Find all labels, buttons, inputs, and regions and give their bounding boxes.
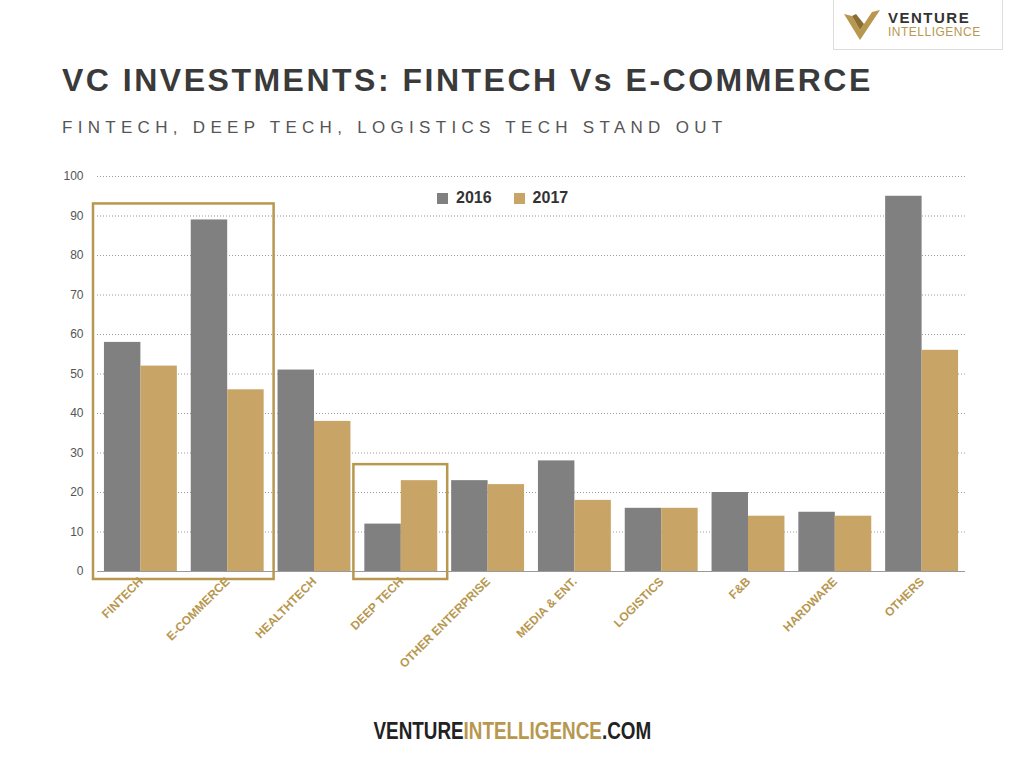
html-text:2016: 2016 [456, 189, 492, 206]
svg-text:OTHERS: OTHERS [882, 574, 927, 619]
svg-text:100: 100 [63, 169, 83, 183]
html-text:VC INVESTMENTS: FINTECH Vs E-C: VC INVESTMENTS: FINTECH Vs E-COMMERCE [62, 62, 873, 98]
svg-text:OTHER ENTERPRISE: OTHER ENTERPRISE [397, 574, 493, 670]
svg-text:DEEP TECH: DEEP TECH [348, 574, 406, 632]
svg-text:70: 70 [70, 288, 84, 302]
svg-text:80: 80 [70, 248, 84, 262]
svg-text:MEDIA & ENT.: MEDIA & ENT. [514, 574, 580, 640]
svg-text:40: 40 [70, 406, 84, 420]
svg-text:0: 0 [77, 564, 84, 578]
svg-text:50: 50 [70, 367, 84, 381]
svg-text:20: 20 [70, 485, 84, 499]
html-text:2017: 2017 [532, 189, 569, 206]
svg-text:90: 90 [70, 209, 84, 223]
html-text:INTELLIGENCE: INTELLIGENCE [888, 25, 981, 39]
svg-text:FINTECH: FINTECH [99, 574, 146, 621]
svg-text:F&B: F&B [726, 574, 754, 602]
svg-text:HARDWARE: HARDWARE [780, 574, 840, 634]
html-text:VENTURE: VENTURE [888, 9, 971, 26]
html-text:VENTURE INTELLIGENCE.COM: VENTURE INTELLIGENCE.COM [373, 718, 651, 744]
svg-text:LOGISTICS: LOGISTICS [611, 574, 667, 630]
svg-text:30: 30 [70, 446, 84, 460]
svg-text:HEALTHTECH: HEALTHTECH [253, 574, 320, 641]
svg-text:10: 10 [70, 525, 84, 539]
svg-text:60: 60 [70, 327, 84, 341]
html-text:FINTECH, DEEP TECH, LOGISTICS: FINTECH, DEEP TECH, LOGISTICS TECH STAND… [62, 118, 728, 137]
svg-text:E-COMMERCE: E-COMMERCE [164, 574, 233, 643]
